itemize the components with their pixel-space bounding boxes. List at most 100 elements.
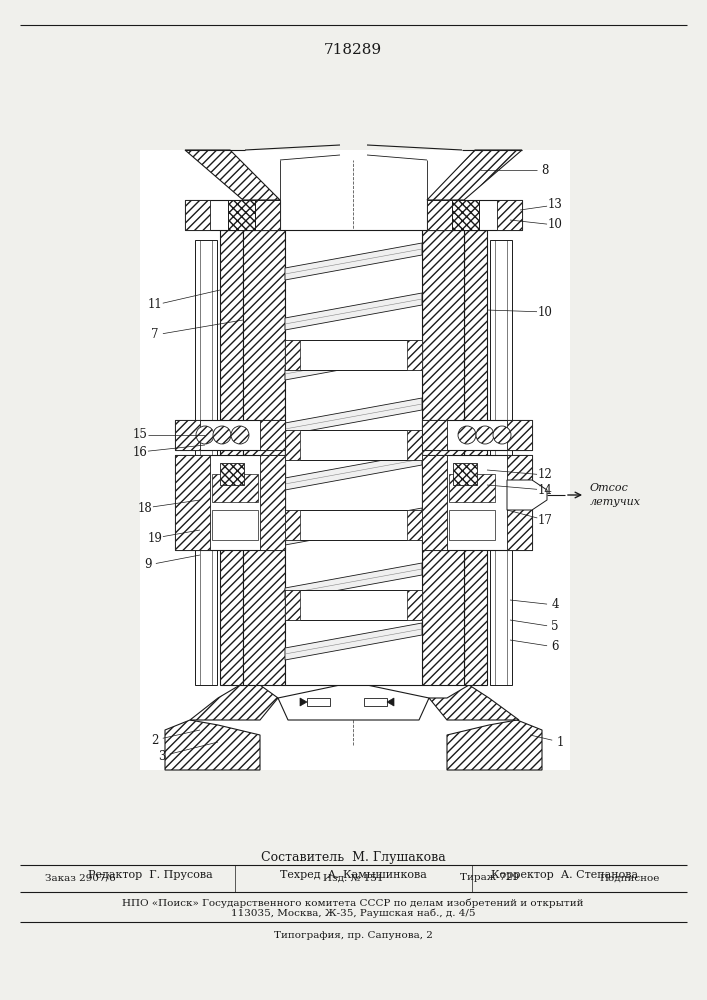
Bar bbox=[449, 510, 495, 540]
Bar bbox=[140, 150, 570, 770]
Polygon shape bbox=[407, 340, 422, 370]
Bar bbox=[285, 590, 422, 620]
Bar bbox=[212, 474, 258, 502]
Polygon shape bbox=[285, 563, 422, 600]
Polygon shape bbox=[260, 455, 285, 550]
Bar bbox=[285, 510, 422, 540]
Polygon shape bbox=[175, 455, 210, 550]
Polygon shape bbox=[255, 200, 280, 230]
Polygon shape bbox=[285, 343, 422, 380]
Polygon shape bbox=[285, 623, 422, 660]
Bar bbox=[490, 240, 512, 685]
Polygon shape bbox=[175, 455, 285, 550]
Bar bbox=[195, 240, 217, 685]
Polygon shape bbox=[364, 698, 387, 706]
Polygon shape bbox=[190, 685, 278, 720]
Polygon shape bbox=[278, 685, 429, 720]
Text: 9: 9 bbox=[144, 558, 152, 572]
Polygon shape bbox=[507, 480, 547, 510]
Polygon shape bbox=[285, 430, 300, 460]
Polygon shape bbox=[175, 420, 285, 450]
Text: 1: 1 bbox=[556, 736, 563, 748]
Text: 13: 13 bbox=[547, 198, 563, 212]
Text: 14: 14 bbox=[537, 484, 552, 496]
Text: Тираж 729: Тираж 729 bbox=[460, 874, 520, 882]
Polygon shape bbox=[507, 420, 532, 450]
Text: летучих: летучих bbox=[590, 497, 641, 507]
Text: 4: 4 bbox=[551, 598, 559, 611]
Polygon shape bbox=[285, 453, 422, 490]
Circle shape bbox=[231, 426, 249, 444]
Bar bbox=[212, 510, 258, 540]
Circle shape bbox=[196, 426, 214, 444]
Text: Изд. № 151: Изд. № 151 bbox=[323, 874, 383, 882]
Text: 18: 18 bbox=[138, 502, 153, 514]
Polygon shape bbox=[243, 230, 285, 685]
Text: 10: 10 bbox=[537, 306, 552, 318]
Polygon shape bbox=[285, 340, 300, 370]
Polygon shape bbox=[407, 430, 422, 460]
Polygon shape bbox=[427, 200, 522, 230]
Text: 15: 15 bbox=[133, 428, 148, 442]
Text: 16: 16 bbox=[133, 446, 148, 458]
Text: 7: 7 bbox=[151, 328, 159, 342]
Circle shape bbox=[476, 426, 494, 444]
Text: Корректор  А. Степанова: Корректор А. Степанова bbox=[491, 870, 638, 880]
Polygon shape bbox=[427, 150, 522, 200]
Polygon shape bbox=[260, 420, 285, 450]
Text: Отсос: Отсос bbox=[590, 483, 629, 493]
Polygon shape bbox=[285, 508, 422, 545]
Polygon shape bbox=[427, 200, 452, 230]
Polygon shape bbox=[285, 243, 422, 280]
Polygon shape bbox=[422, 455, 447, 550]
Polygon shape bbox=[185, 150, 280, 200]
Text: Заказ 2907/6: Заказ 2907/6 bbox=[45, 874, 115, 882]
Polygon shape bbox=[185, 200, 210, 230]
Text: 113035, Москва, Ж-35, Раушская наб., д. 4/5: 113035, Москва, Ж-35, Раушская наб., д. … bbox=[230, 908, 475, 918]
Polygon shape bbox=[507, 455, 532, 550]
Polygon shape bbox=[175, 420, 200, 450]
Text: 5: 5 bbox=[551, 620, 559, 634]
Circle shape bbox=[213, 426, 231, 444]
Text: Редактор  Г. Прусова: Редактор Г. Прусова bbox=[88, 870, 212, 880]
Polygon shape bbox=[422, 420, 532, 450]
Text: Техред  А. Камышинкова: Техред А. Камышинкова bbox=[279, 870, 426, 880]
Text: 3: 3 bbox=[158, 750, 165, 762]
Polygon shape bbox=[185, 200, 280, 230]
Bar bbox=[285, 340, 422, 370]
Text: Подписное: Подписное bbox=[600, 874, 660, 882]
Polygon shape bbox=[429, 685, 519, 720]
Text: 12: 12 bbox=[537, 468, 552, 482]
Bar bbox=[220, 463, 244, 485]
Bar bbox=[453, 463, 477, 485]
Text: 2: 2 bbox=[151, 734, 158, 746]
Text: 11: 11 bbox=[148, 298, 163, 312]
Text: Типография, пр. Сапунова, 2: Типография, пр. Сапунова, 2 bbox=[274, 930, 433, 940]
Text: 17: 17 bbox=[537, 514, 552, 526]
Circle shape bbox=[458, 426, 476, 444]
Polygon shape bbox=[165, 720, 260, 770]
Polygon shape bbox=[422, 420, 447, 450]
Text: НПО «Поиск» Государственного комитета СССР по делам изобретений и открытий: НПО «Поиск» Государственного комитета СС… bbox=[122, 898, 584, 908]
Polygon shape bbox=[447, 720, 542, 770]
Text: 19: 19 bbox=[148, 532, 163, 544]
Text: 8: 8 bbox=[542, 163, 549, 176]
Polygon shape bbox=[285, 398, 422, 435]
Polygon shape bbox=[407, 590, 422, 620]
Polygon shape bbox=[300, 698, 307, 706]
Polygon shape bbox=[285, 590, 300, 620]
Polygon shape bbox=[452, 200, 479, 230]
Polygon shape bbox=[387, 698, 394, 706]
Text: 10: 10 bbox=[547, 219, 563, 232]
Polygon shape bbox=[497, 200, 522, 230]
Polygon shape bbox=[422, 455, 532, 550]
Polygon shape bbox=[285, 293, 422, 330]
Polygon shape bbox=[220, 230, 243, 685]
Text: Составитель  М. Глушакова: Составитель М. Глушакова bbox=[261, 852, 445, 864]
Circle shape bbox=[493, 426, 511, 444]
Bar bbox=[285, 430, 422, 460]
Text: 6: 6 bbox=[551, 641, 559, 654]
Polygon shape bbox=[407, 510, 422, 540]
Bar bbox=[285, 230, 422, 685]
Polygon shape bbox=[422, 230, 464, 685]
